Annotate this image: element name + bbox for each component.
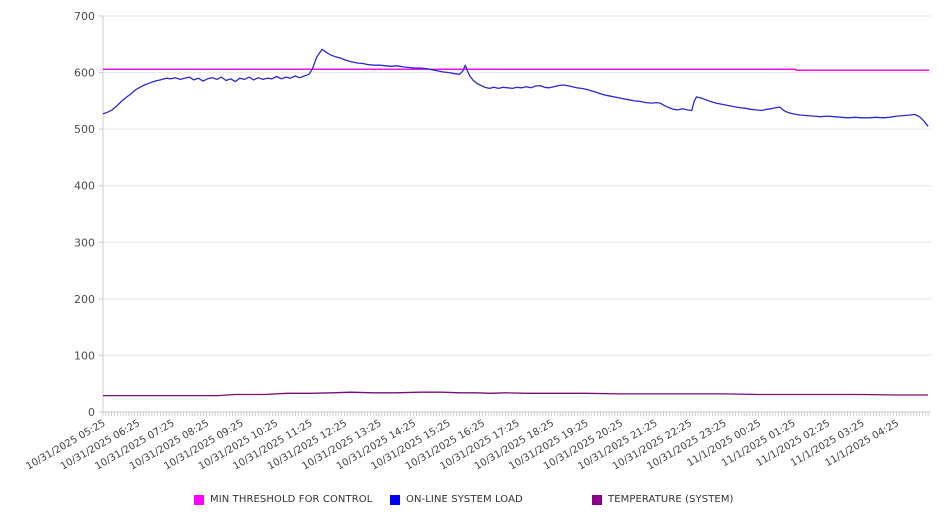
series-line-online-system-load [102, 48, 929, 127]
legend-label-online-system-load: ON-LINE SYSTEM LOAD [406, 494, 523, 505]
y-tick-label: 400 [74, 180, 95, 193]
series-line-temperature-system [103, 391, 929, 397]
legend-label-min-threshold: MIN THRESHOLD FOR CONTROL [210, 494, 373, 505]
y-tick-label: 600 [74, 67, 95, 80]
legend-swatch-temperature-system-icon [592, 494, 602, 505]
chart-legend: MIN THRESHOLD FOR CONTROL ON-LINE SYSTEM… [0, 494, 946, 505]
series-line-min-threshold-for-control [103, 68, 930, 72]
legend-item-temperature-system: TEMPERATURE (SYSTEM) [592, 494, 752, 505]
legend-label-temperature-system: TEMPERATURE (SYSTEM) [608, 494, 734, 505]
legend-item-online-system-load: ON-LINE SYSTEM LOAD [390, 494, 592, 505]
y-tick-label: 500 [74, 123, 95, 136]
legend-swatch-online-system-load-icon [390, 494, 400, 505]
y-tick-label: 700 [74, 10, 95, 23]
y-tick-label: 100 [74, 349, 95, 362]
legend-item-min-threshold: MIN THRESHOLD FOR CONTROL [194, 494, 390, 505]
y-tick-label: 0 [88, 406, 95, 419]
legend-swatch-min-threshold-icon [194, 494, 204, 505]
y-tick-label: 300 [74, 236, 95, 249]
y-tick-label: 200 [74, 293, 95, 306]
